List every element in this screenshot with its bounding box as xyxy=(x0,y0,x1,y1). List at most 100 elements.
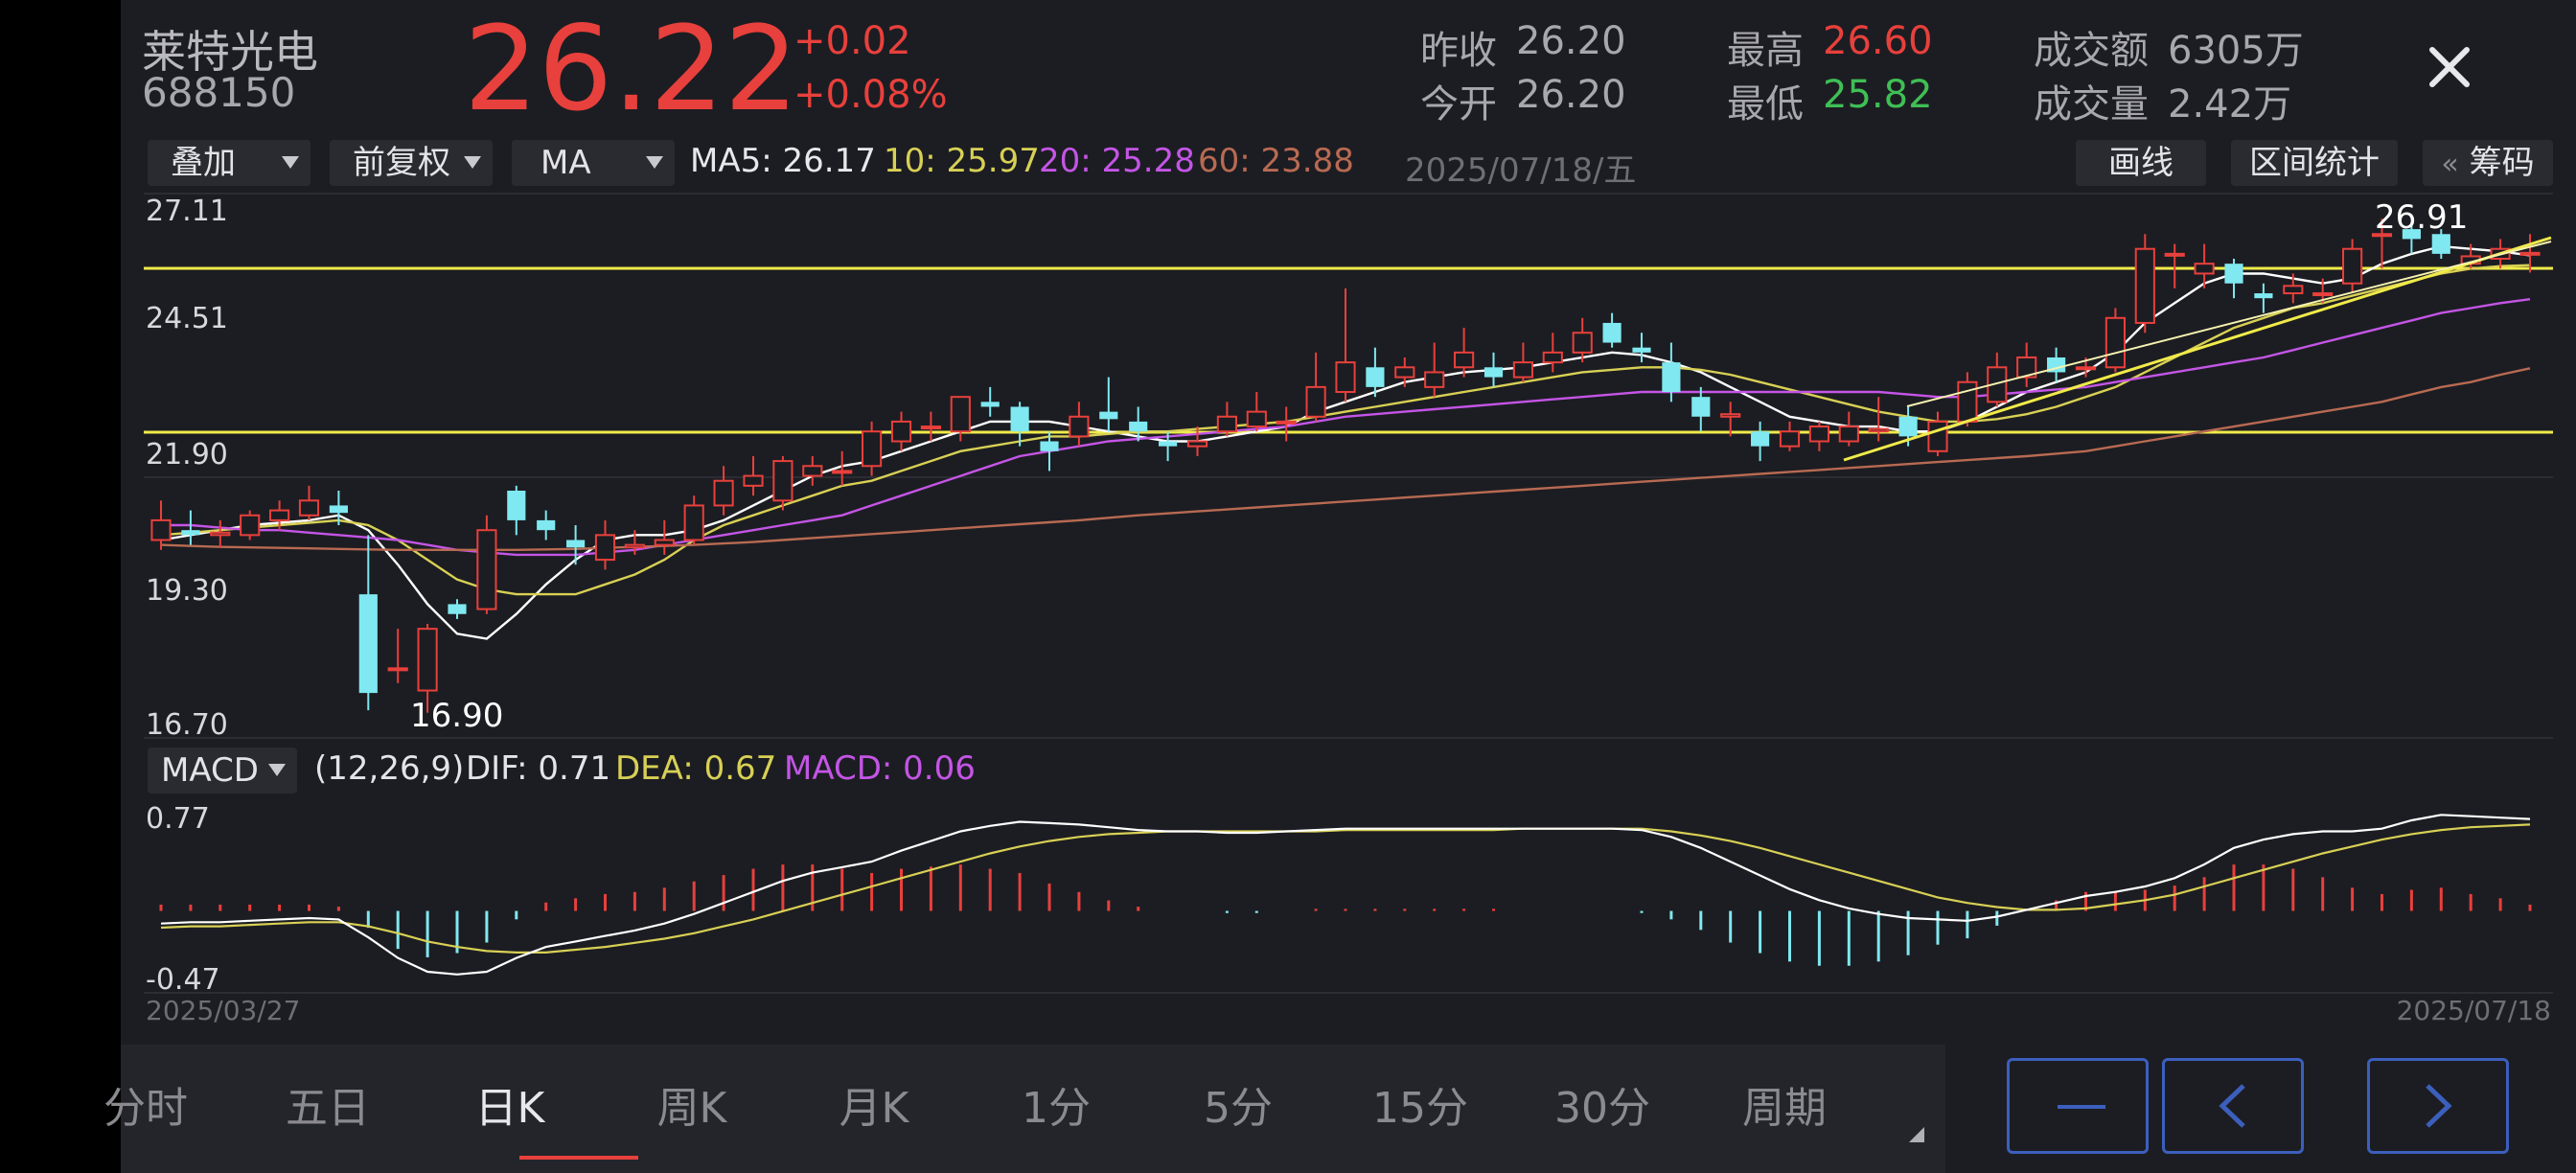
candle-body xyxy=(1512,361,1533,379)
overlay-label: 叠加 xyxy=(171,144,236,182)
price-change: +0.02 xyxy=(794,19,911,63)
candle-body xyxy=(802,465,823,477)
candle-body xyxy=(862,430,883,468)
ma20-value: 20: 25.28 xyxy=(1039,142,1195,180)
candle-body xyxy=(2164,252,2185,257)
draw-button[interactable]: 画线 xyxy=(2076,140,2206,186)
tab-7[interactable]: 15分 xyxy=(1372,1084,1468,1133)
candle-body xyxy=(2431,234,2450,254)
candle-body xyxy=(448,604,467,614)
candle-body xyxy=(1099,411,1118,420)
candle-body xyxy=(1010,406,1029,432)
candle-body xyxy=(1216,415,1237,433)
candle-body xyxy=(1454,351,1475,369)
tab-1[interactable]: 五日 xyxy=(286,1084,370,1133)
macd-dea: DEA: 0.67 xyxy=(615,749,777,788)
candle-body xyxy=(1129,421,1148,432)
candle-body xyxy=(329,505,348,514)
zoom-out-button[interactable] xyxy=(2007,1058,2149,1154)
price-axis-label: 24.51 xyxy=(146,302,228,335)
candle-body xyxy=(358,594,378,694)
chevron-down-icon xyxy=(646,156,663,169)
tab-6[interactable]: 5分 xyxy=(1204,1084,1273,1133)
scroll-right-button[interactable] xyxy=(2367,1058,2509,1154)
amount-label: 成交额 xyxy=(2034,29,2149,73)
range-stats-button[interactable]: 区间统计 xyxy=(2231,140,2398,186)
macd-axis-label: -0.47 xyxy=(146,963,220,997)
prev-close-label: 昨收 xyxy=(1420,29,1497,73)
candle-body xyxy=(624,543,645,549)
amount-value: 6305万 xyxy=(2168,29,2304,73)
chips-label: 筹码 xyxy=(2469,144,2535,182)
candle-body xyxy=(2134,247,2155,324)
macd-params: (12,26,9) xyxy=(314,749,465,788)
dif-line xyxy=(160,814,2531,976)
tab-4[interactable]: 月K xyxy=(839,1084,909,1133)
volume-value: 2.42万 xyxy=(2168,82,2292,126)
open-value: 26.20 xyxy=(1516,73,1626,117)
ma-line-ma10 xyxy=(160,264,2531,596)
macd-macd: MACD: 0.06 xyxy=(784,749,976,788)
adjust-dropdown[interactable]: 前复权 xyxy=(330,140,493,186)
candle-body xyxy=(2224,264,2243,284)
tab-3[interactable]: 周K xyxy=(656,1084,727,1133)
candle-body xyxy=(2312,292,2334,297)
chevron-down-icon xyxy=(268,764,286,776)
candle-body xyxy=(1484,367,1504,378)
tab-corner-icon xyxy=(1909,1127,1924,1142)
macd-name: MACD xyxy=(161,751,259,790)
candle-body xyxy=(1808,426,1829,443)
active-tab-indicator xyxy=(519,1156,638,1160)
candle-body xyxy=(950,396,971,433)
candle-body xyxy=(1159,441,1178,447)
kline-chart[interactable]: 27.11 24.51 21.90 19.30 16.70 26.91 16.90 0.7… xyxy=(121,0,2576,1173)
scroll-left-button[interactable] xyxy=(2162,1058,2304,1154)
tab-5[interactable]: 1分 xyxy=(1022,1084,1091,1133)
ma60-value: 60: 23.88 xyxy=(1198,142,1354,180)
tab-8[interactable]: 30分 xyxy=(1554,1084,1650,1133)
tab-9[interactable]: 周期 xyxy=(1742,1084,1827,1133)
candle-body xyxy=(507,491,526,520)
prev-close-value: 26.20 xyxy=(1516,19,1626,63)
candle-body xyxy=(832,470,853,474)
indicator-label: MA xyxy=(540,144,591,182)
candle-body xyxy=(1542,351,1563,364)
candle-body xyxy=(2075,366,2097,371)
ma10-value: 10: 25.97 xyxy=(884,142,1040,180)
candle-body xyxy=(1069,415,1090,438)
overlay-dropdown[interactable]: 叠加 xyxy=(148,140,310,186)
close-icon[interactable] xyxy=(2417,34,2482,100)
tab-0[interactable]: 分时 xyxy=(104,1084,188,1133)
stock-name: 莱特光电 xyxy=(142,26,318,78)
candle-body xyxy=(1987,366,2008,403)
candle-body xyxy=(594,534,616,562)
volume-label: 成交量 xyxy=(2034,82,2149,126)
macd-dropdown[interactable]: MACD xyxy=(148,748,297,794)
open-label: 今开 xyxy=(1420,82,1497,126)
price-axis-label: 16.70 xyxy=(146,708,228,742)
candle-body xyxy=(1957,380,1978,423)
x-start-date: 2025/03/27 xyxy=(146,995,300,1026)
candle-body xyxy=(1898,416,1918,437)
candle-body xyxy=(269,509,290,521)
candle-body xyxy=(2402,229,2421,240)
chips-button[interactable]: « 筹码 xyxy=(2423,140,2553,186)
candle-body xyxy=(980,402,1000,407)
candle-body xyxy=(1751,431,1770,447)
trendline xyxy=(1906,241,2552,407)
indicator-dropdown[interactable]: MA xyxy=(512,140,675,186)
candle-body xyxy=(181,530,200,536)
candle-body xyxy=(772,460,794,502)
trendline xyxy=(1843,236,2552,462)
tab-2[interactable]: 日K xyxy=(474,1084,545,1133)
candle-body xyxy=(1927,420,1948,452)
price-axis-label: 19.30 xyxy=(146,574,228,608)
candle-body xyxy=(566,540,586,548)
ma5-value: MA5: 26.17 xyxy=(690,142,876,180)
candle-body xyxy=(1335,361,1356,394)
candle-body xyxy=(417,628,438,692)
candle-body xyxy=(1246,410,1267,428)
candle-body xyxy=(1602,322,1622,343)
price-axis-label: 27.11 xyxy=(146,195,228,228)
candle-body xyxy=(1276,420,1297,425)
